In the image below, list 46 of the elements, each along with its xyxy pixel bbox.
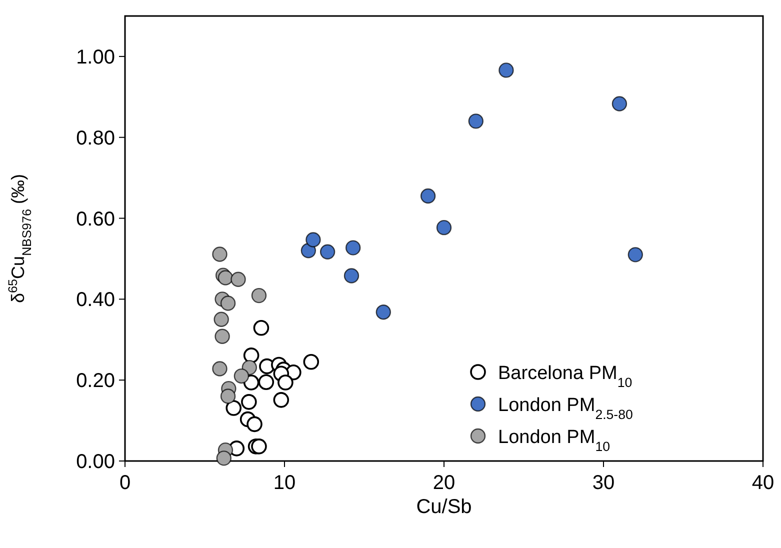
x-tick-label: 30 (592, 472, 615, 494)
y-tick-label: 1.00 (76, 46, 115, 68)
point (241, 394, 257, 410)
point (251, 438, 267, 454)
legend-label: Barcelona PM$_{10}$ (498, 363, 632, 390)
point (230, 272, 246, 287)
point (303, 354, 320, 370)
point (234, 368, 250, 384)
point (273, 392, 290, 408)
point (612, 96, 628, 112)
point (220, 388, 236, 404)
point (253, 320, 270, 336)
point (498, 62, 514, 78)
point (212, 361, 228, 376)
point (420, 188, 436, 204)
point (344, 268, 360, 284)
x-axis-title: Cu/Sb (416, 496, 472, 518)
point (345, 240, 361, 256)
point (220, 296, 236, 311)
point (216, 450, 232, 466)
legend-label: London PM$_{10}$ (498, 427, 610, 454)
y-tick-label: 0.00 (76, 451, 115, 473)
point (246, 416, 262, 432)
point (214, 312, 229, 328)
point (258, 374, 274, 390)
point (212, 246, 228, 262)
point (628, 247, 643, 262)
y-tick-label: 0.20 (76, 370, 115, 392)
x-tick-label: 20 (432, 472, 456, 494)
x-tick-label: 0 (119, 472, 131, 494)
legend-label: London PM$_{2.5-80}$ (498, 395, 633, 422)
y-tick-label: 0.40 (76, 289, 115, 312)
point (251, 288, 267, 304)
x-tick-label: 40 (752, 472, 774, 494)
point (214, 328, 230, 344)
point (436, 220, 452, 236)
point (306, 232, 321, 248)
point (376, 304, 391, 320)
point (243, 348, 260, 364)
y-tick-label: 0.60 (76, 208, 115, 230)
point (468, 114, 484, 129)
x-tick-label: 10 (273, 472, 296, 494)
point (320, 244, 336, 260)
point (278, 374, 294, 390)
y-tick-label: 0.80 (76, 127, 115, 150)
point (226, 400, 242, 416)
